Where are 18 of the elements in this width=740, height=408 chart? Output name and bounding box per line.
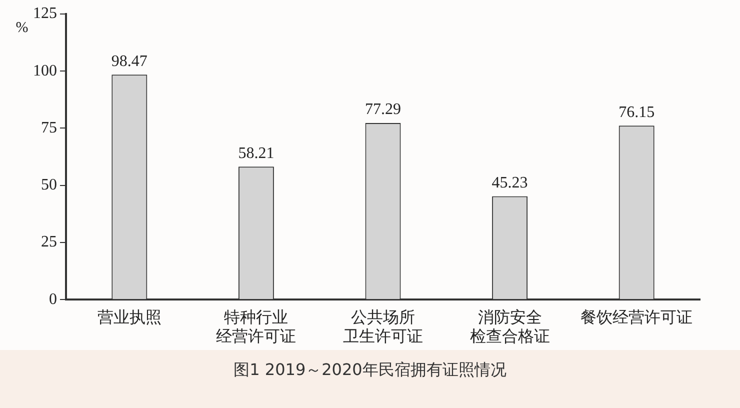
- caption: 图1 2019～2020年民宿拥有证照情况: [232, 360, 508, 381]
- x-tick-label: 消防安全检查合格证: [470, 308, 550, 346]
- data-label: 76.15: [618, 104, 655, 121]
- x-tick-label: 公共场所卫生许可证: [343, 308, 423, 346]
- data-label: 77.29: [365, 101, 401, 118]
- y-axis-title: %: [16, 20, 28, 36]
- data-label: 45.23: [492, 174, 528, 192]
- data-label: 98.47: [111, 52, 148, 70]
- data-label: 58.21: [238, 144, 274, 162]
- y-tick-label: 25: [41, 234, 57, 251]
- x-tick-label: 营业执照: [97, 308, 162, 326]
- y-tick-label: 100: [33, 62, 57, 80]
- y-tick-label: 50: [41, 176, 57, 194]
- y-tick-label: 75: [41, 119, 57, 136]
- y-tick-label: 0: [49, 290, 57, 308]
- x-tick-label: 特种行业经营许可证: [216, 308, 296, 346]
- x-tick-label: 餐饮经营许可证: [580, 308, 693, 326]
- y-tick-label: 125: [33, 5, 57, 22]
